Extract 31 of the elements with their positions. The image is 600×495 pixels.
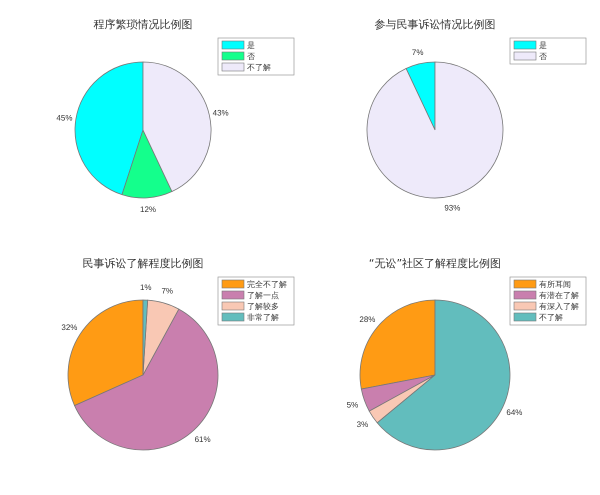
data-label: 32%: [61, 323, 78, 332]
data-label: 3%: [356, 420, 368, 430]
data-label: 61%: [194, 435, 211, 444]
chart-title: 程序繁琐情况比例图: [94, 18, 192, 31]
chart-title: 参与民事诉讼情况比例图: [374, 18, 496, 31]
chart-title: “无讼”社区了解程度比例图: [368, 257, 502, 270]
pie-slice: [366, 62, 504, 198]
legend-label: 了解一点: [247, 291, 279, 300]
data-label: 5%: [346, 400, 358, 410]
legend-label: 不了解: [247, 63, 271, 72]
data-label: 45%: [56, 113, 72, 122]
legend-label: 否: [539, 52, 547, 61]
legend-label: 非常了解: [247, 313, 279, 322]
data-label: 28%: [359, 314, 376, 324]
legend-label: 了解较多: [247, 302, 279, 311]
legend-label: 有潜在了解: [539, 291, 579, 300]
data-label: 43%: [212, 108, 229, 118]
legend-label: 不了解: [539, 313, 563, 322]
data-label: 64%: [506, 408, 522, 418]
data-label: 7%: [161, 286, 174, 296]
legend-label: 有深入了解: [539, 302, 579, 311]
legend-label: 是: [539, 41, 547, 50]
legend-label: 完全不了解: [247, 280, 287, 289]
legend-label: 有所耳闻: [539, 280, 571, 289]
data-label: 93%: [444, 203, 460, 212]
data-label: 1%: [140, 283, 152, 292]
legend-label: 是: [247, 41, 255, 50]
data-label: 12%: [140, 205, 156, 214]
legend-label: 否: [247, 52, 255, 61]
chart-title: 民事诉讼了解程度比例图: [82, 257, 204, 270]
data-label: 7%: [412, 48, 424, 58]
